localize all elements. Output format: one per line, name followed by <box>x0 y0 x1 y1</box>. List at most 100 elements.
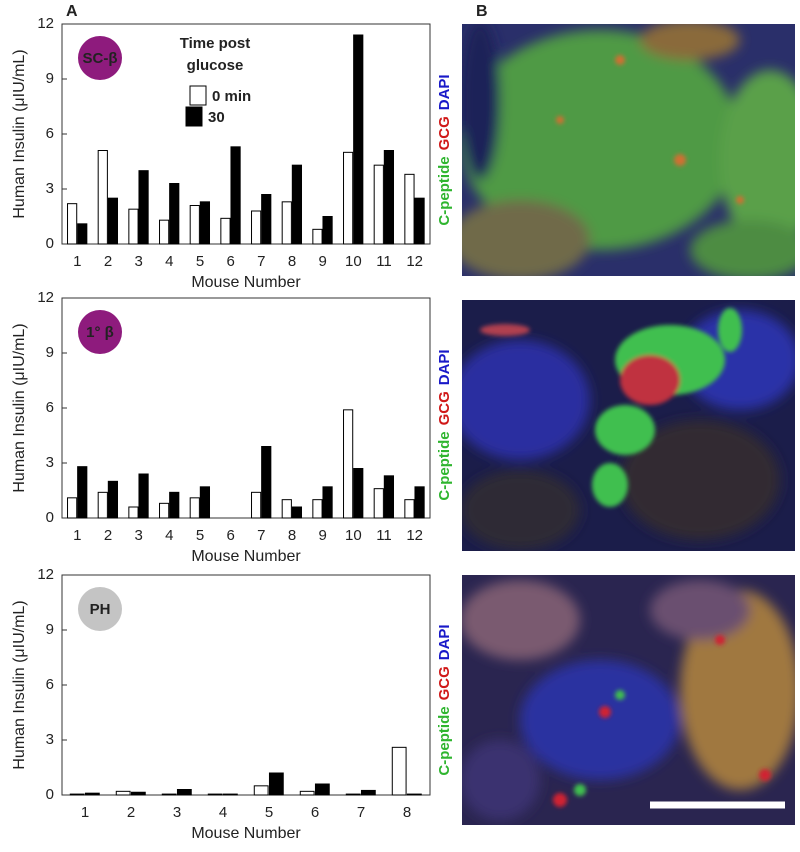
bar <box>67 497 78 519</box>
bar <box>281 499 292 519</box>
bar <box>291 164 303 245</box>
badge-text: PH <box>90 601 111 618</box>
stain-label: C-peptide GCG DAPI <box>436 624 453 775</box>
x-axis-label: Mouse Number <box>191 548 301 565</box>
panel-label: A <box>66 3 78 20</box>
bar <box>115 790 131 796</box>
bar <box>414 486 425 519</box>
y-tick-label: 12 <box>37 289 54 306</box>
x-tick-label: 11 <box>376 527 392 544</box>
bar <box>138 170 149 245</box>
y-tick-label: 12 <box>37 15 54 32</box>
y-tick-label: 0 <box>46 509 54 526</box>
x-axis-label: Mouse Number <box>191 274 301 291</box>
x-tick-label: 2 <box>104 527 112 544</box>
bar <box>322 486 333 519</box>
stain-name: GCG <box>436 116 453 150</box>
bar <box>383 150 395 245</box>
x-tick-label: 8 <box>403 804 411 821</box>
x-tick-label: 11 <box>376 253 392 270</box>
stain-name: GCG <box>436 666 453 700</box>
bar <box>128 506 139 519</box>
bar <box>67 203 78 245</box>
x-tick-label: 7 <box>257 253 265 270</box>
bar <box>291 506 303 519</box>
x-tick-label: 1 <box>73 527 81 544</box>
bar <box>345 793 361 796</box>
badge-text: SC-β <box>83 50 118 67</box>
legend-title: Time post <box>180 35 251 52</box>
bar <box>373 488 384 519</box>
x-tick-label: 4 <box>219 804 227 821</box>
bar <box>189 205 200 245</box>
x-tick-label: 6 <box>311 804 319 821</box>
x-tick-label: 1 <box>81 804 89 821</box>
bar <box>222 793 238 796</box>
bar <box>360 789 376 796</box>
stain-label: C-peptide GCG DAPI <box>436 349 453 500</box>
bar <box>281 201 292 245</box>
y-tick-label: 9 <box>46 70 54 87</box>
x-tick-label: 3 <box>134 253 142 270</box>
stain-name: DAPI <box>436 74 453 110</box>
bar <box>128 208 139 245</box>
bar <box>314 783 330 796</box>
bar <box>230 146 241 245</box>
bar <box>343 151 354 245</box>
bar <box>414 197 425 245</box>
bar <box>353 468 364 519</box>
bar <box>251 210 262 245</box>
x-tick-label: 8 <box>288 527 296 544</box>
x-tick-label: 3 <box>134 527 142 544</box>
bar <box>343 409 354 519</box>
x-tick-label: 4 <box>165 527 173 544</box>
y-tick-label: 6 <box>46 125 54 142</box>
bar <box>251 491 262 519</box>
bar <box>207 793 223 796</box>
bar <box>169 491 180 519</box>
bar <box>84 792 100 796</box>
x-tick-label: 1 <box>73 253 81 270</box>
bar <box>107 480 119 519</box>
bar <box>77 466 88 519</box>
bar <box>353 34 364 245</box>
bar <box>261 446 272 519</box>
x-tick-label: 10 <box>345 253 362 270</box>
bar <box>312 499 323 519</box>
y-tick-label: 0 <box>46 786 54 803</box>
x-tick-label: 5 <box>196 527 204 544</box>
badge <box>78 310 122 354</box>
bar <box>322 216 333 245</box>
bar <box>107 197 119 245</box>
bar <box>97 491 108 519</box>
bar <box>199 201 211 245</box>
micrograph <box>462 575 795 825</box>
y-tick-label: 3 <box>46 180 54 197</box>
bar <box>391 746 407 796</box>
stain-name: C-peptide <box>436 431 453 500</box>
bar <box>268 772 284 796</box>
bar <box>199 486 211 519</box>
badge-text: 1° β <box>86 324 114 341</box>
bar <box>406 793 422 796</box>
y-tick-label: 9 <box>46 621 54 638</box>
badge <box>78 36 122 80</box>
y-tick-label: 6 <box>46 399 54 416</box>
x-tick-label: 10 <box>345 527 362 544</box>
bar <box>97 150 108 245</box>
bar <box>261 194 272 245</box>
micrograph <box>462 300 795 551</box>
bar <box>373 164 384 245</box>
stain-name: C-peptide <box>436 156 453 225</box>
x-tick-label: 2 <box>127 804 135 821</box>
bar <box>169 183 180 245</box>
y-axis-label: Human Insulin (μIU/mL) <box>11 323 28 492</box>
stain-name: DAPI <box>436 624 453 660</box>
x-tick-label: 2 <box>104 253 112 270</box>
legend-title: glucose <box>187 57 244 74</box>
x-tick-label: 12 <box>406 253 423 270</box>
x-tick-label: 6 <box>226 253 234 270</box>
x-tick-label: 5 <box>265 804 273 821</box>
bar <box>404 173 415 245</box>
y-tick-label: 0 <box>46 235 54 252</box>
